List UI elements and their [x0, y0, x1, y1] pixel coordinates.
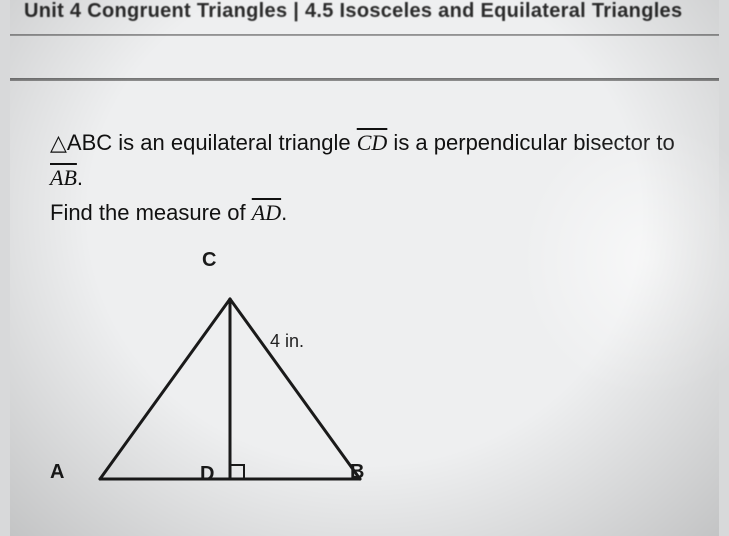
segment-cd: CD [357, 130, 388, 155]
divider-2 [10, 78, 719, 81]
problem-line-1: △ABC is an equilateral triangle CD is a … [50, 125, 697, 195]
page: Unit 4 Congruent Triangles | 4.5 Isoscel… [10, 0, 719, 536]
text-post-1: . [77, 165, 83, 190]
triangle-figure: C A D B 4 in. [60, 255, 390, 495]
divider-1 [10, 34, 719, 36]
text-post-2: . [281, 200, 287, 225]
header-band: Unit 4 Congruent Triangles | 4.5 Isoscel… [10, 0, 719, 28]
problem-content: △ABC is an equilateral triangle CD is a … [10, 125, 719, 495]
text-pre-1: △ABC is an equilateral triangle [50, 130, 357, 155]
vertex-label-a: A [50, 461, 64, 484]
problem-line-2: Find the measure of AD. [50, 195, 697, 230]
header-title: Unit 4 Congruent Triangles | 4.5 Isoscel… [24, 0, 705, 23]
spacer-2 [10, 81, 719, 125]
vertex-label-c: C [202, 249, 216, 272]
segment-ad: AD [252, 200, 281, 225]
text-mid-1: is a perpendicular bisector to [387, 130, 674, 155]
segment-ab: AB [50, 165, 77, 190]
text-pre-2: Find the measure of [50, 200, 252, 225]
triangle-svg [90, 279, 380, 499]
spacer-1 [10, 36, 719, 72]
